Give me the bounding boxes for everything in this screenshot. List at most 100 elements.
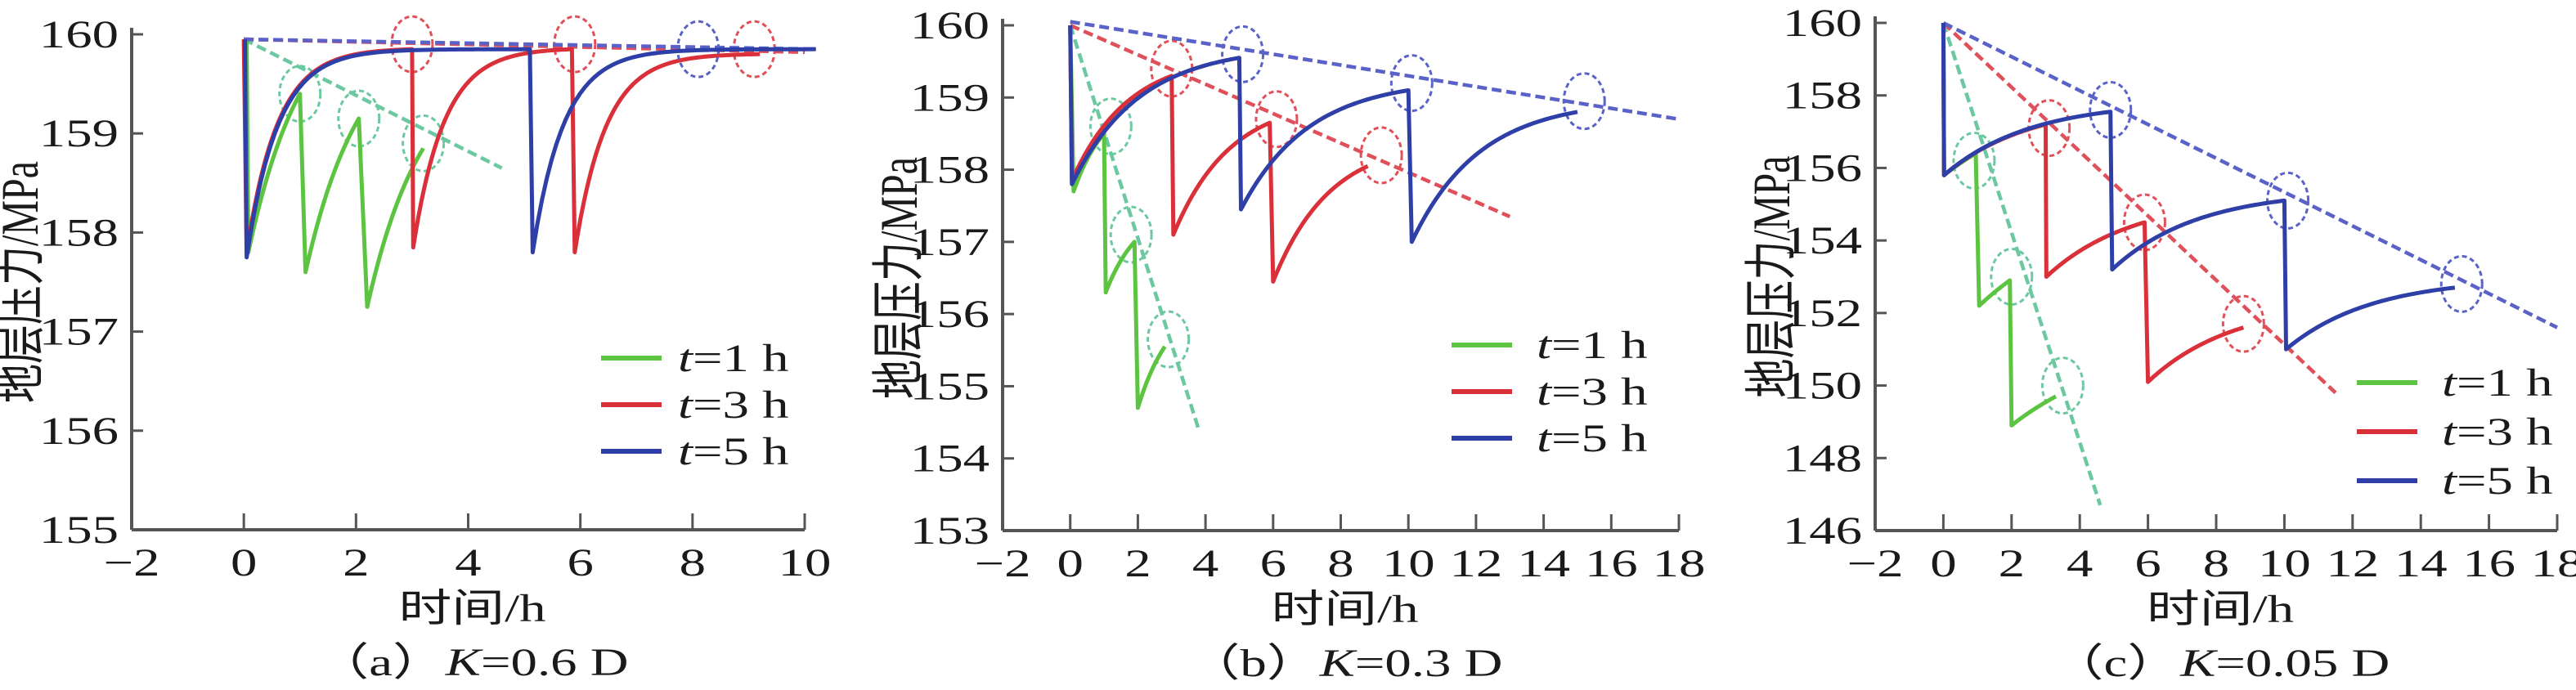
legend-label: t=3 h: [678, 383, 789, 427]
x-tick-label: 0: [1930, 542, 1956, 585]
x-tick-label-group: 16: [2462, 542, 2515, 585]
y-tick-label: 157: [39, 311, 119, 354]
legend-var: t: [678, 383, 693, 427]
y-tick-label-group: 159: [39, 112, 119, 155]
panel-caption: （b）K=0.3 D: [1187, 642, 1503, 685]
x-axis-label-group: 时间/h: [2147, 588, 2294, 631]
legend-var: t: [2442, 459, 2457, 503]
legend-label-group: t=3 h: [2442, 410, 2553, 454]
y-tick-label-group: 150: [1783, 364, 1862, 407]
x-tick-label-group: 8: [1327, 542, 1353, 585]
y-tick-label-group: 153: [910, 509, 990, 553]
x-tick-label: 16: [2462, 542, 2515, 585]
y-tick-label-group: 160: [910, 4, 990, 47]
x-tick-label-group: 0: [1057, 542, 1083, 585]
y-tick-label-group: 152: [1783, 292, 1862, 335]
x-tick-label-group: 6: [1260, 542, 1286, 585]
legend-rest: =3 h: [2457, 410, 2553, 454]
y-tick-label: 155: [39, 509, 119, 552]
trend-line-t1: [243, 38, 503, 170]
series-line-t3: [1068, 25, 1369, 284]
panel-caption-group: （b）K=0.3 D: [1187, 642, 1503, 685]
panel-caption-group: （a）K=0.6 D: [316, 641, 628, 684]
x-axis-label-group: 时间/h: [399, 587, 546, 630]
y-tick-label: 158: [1783, 74, 1862, 118]
x-tick-label-group: 0: [1930, 542, 1956, 585]
trend-line-t3: [1069, 23, 1511, 219]
panel-caption: （c）K=0.05 D: [2051, 642, 2390, 685]
panel-b: −2 0 2 4 6 8 10 12 14 16 18 153 154 155 156 157 158 159 16…: [870, 4, 1705, 685]
x-tick-label: 14: [2394, 542, 2448, 585]
caption-var: K: [445, 641, 484, 684]
x-tick-label-group: 2: [343, 541, 369, 585]
marker-circle-t1: [1990, 248, 2034, 306]
series-line-t1: [245, 39, 425, 309]
legend-label: t=3 h: [1537, 370, 1648, 414]
y-tick-label: 155: [910, 365, 990, 408]
legend-var: t: [678, 430, 693, 473]
y-axis-label-group: 地层压力/MPa: [1743, 156, 1802, 398]
marker-circle-t5: [1221, 25, 1265, 83]
y-axis-label-group: 地层压力/MPa: [870, 157, 929, 399]
marker-circle-t3: [2221, 294, 2265, 353]
y-tick-label-group: 155: [39, 509, 119, 552]
marker-circle-t1: [278, 65, 322, 123]
legend-label: t=1 h: [678, 337, 789, 380]
marker-circle-t3: [390, 15, 434, 74]
series-line-t1: [1941, 22, 2058, 428]
y-tick-label: 154: [910, 437, 990, 481]
marker-circle-t5: [2089, 80, 2133, 139]
x-tick-label: 8: [2203, 542, 2229, 585]
x-tick-label: 10: [2258, 542, 2311, 585]
x-tick-label-group: 12: [2326, 542, 2379, 585]
y-axis-label: 地层压力/MPa: [1743, 156, 1802, 398]
y-tick-label-group: 158: [910, 148, 990, 191]
x-tick-label: 16: [1585, 542, 1638, 585]
y-tick-label-group: 155: [910, 365, 990, 408]
marker-circle-t5: [2439, 254, 2484, 313]
legend-label-group: t=1 h: [1537, 324, 1648, 367]
y-tick-label: 157: [910, 221, 990, 264]
series-line-t3: [241, 39, 761, 255]
x-tick-label-group: 6: [567, 541, 593, 585]
legend-label: t=5 h: [1537, 417, 1648, 460]
legend-var: t: [678, 337, 693, 380]
x-tick-label: 12: [1450, 542, 1503, 585]
series-line-t5: [1941, 22, 2456, 352]
legend-label-group: t=3 h: [678, 383, 789, 427]
y-tick-label: 150: [1783, 364, 1862, 407]
legend-label: t=1 h: [1537, 324, 1648, 367]
x-tick-label: 8: [1327, 542, 1353, 585]
marker-circle-t1: [337, 89, 381, 148]
caption-prefix: （b）: [1187, 642, 1320, 685]
y-tick-label: 146: [1783, 509, 1862, 553]
y-axis-label: 地层压力/MPa: [870, 157, 929, 399]
x-tick-label-group: −2: [1847, 542, 1904, 585]
x-tick-label-group: 10: [2258, 542, 2311, 585]
x-tick-label: 4: [455, 541, 481, 585]
legend-label: t=3 h: [2442, 410, 2553, 454]
x-tick-label-group: 10: [1382, 542, 1435, 585]
caption-var: K: [2179, 642, 2219, 685]
x-tick-label-group: 2: [1124, 542, 1151, 585]
y-tick-label: 159: [910, 76, 990, 119]
y-tick-label: 156: [1783, 146, 1862, 190]
x-tick-label-group: −2: [104, 541, 160, 585]
x-axis-label-group: 时间/h: [1272, 588, 1419, 631]
y-tick-label-group: 159: [910, 76, 990, 119]
x-tick-label: 6: [1260, 542, 1286, 585]
marker-circle-t1: [402, 114, 446, 172]
x-tick-label: 4: [2067, 542, 2093, 585]
x-tick-label: 10: [1382, 542, 1435, 585]
x-tick-label-group: 18: [2531, 542, 2576, 585]
marker-circle-t3: [1359, 126, 1403, 185]
x-axis-label: 时间/h: [1272, 588, 1419, 631]
legend-label-group: t=3 h: [1537, 370, 1648, 414]
legend-rest: =1 h: [2457, 361, 2553, 405]
marker-circle-t1: [1109, 205, 1153, 264]
legend-rest: =3 h: [1551, 370, 1648, 414]
x-tick-label: 0: [1057, 542, 1083, 585]
legend-var: t: [1537, 324, 1552, 367]
x-tick-label-group: 6: [2134, 542, 2161, 585]
